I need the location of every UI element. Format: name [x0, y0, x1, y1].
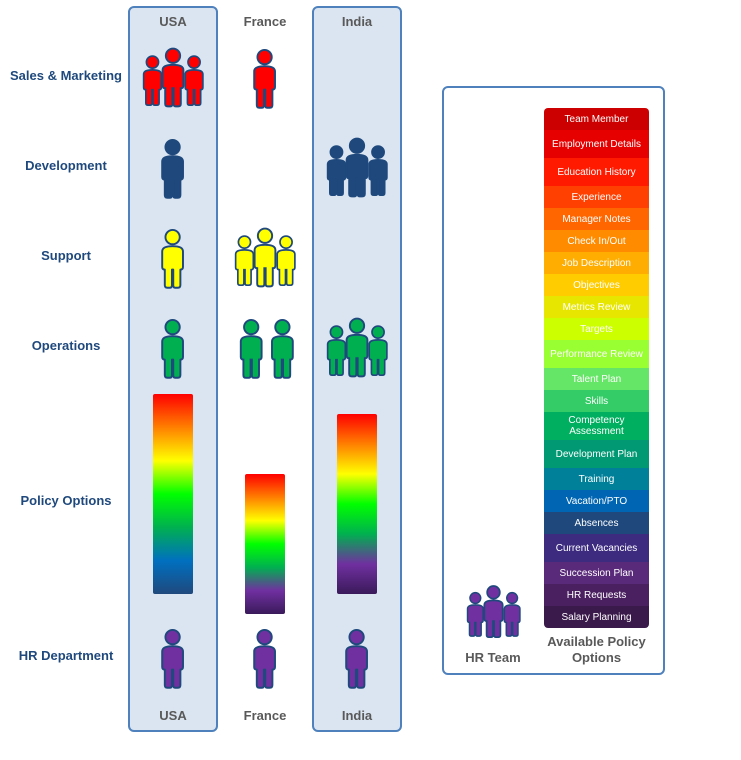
diagram-container: Sales & MarketingDevelopmentSupportOpera… [6, 6, 735, 732]
country-grid: Sales & MarketingDevelopmentSupportOpera… [6, 6, 402, 732]
country-columns: USA USAFrance [128, 6, 402, 732]
country-header: France [224, 10, 306, 34]
legend-panel: HR Team Team MemberEmployment DetailsEdu… [442, 86, 665, 675]
policy-option-item: Employment Details [544, 130, 649, 158]
policy-option-item: Development Plan [544, 440, 649, 468]
grid-cell [316, 124, 398, 214]
policy-gradient-bar [245, 474, 285, 614]
row-label: HR Department [6, 610, 126, 700]
policy-option-item: Manager Notes [544, 208, 649, 230]
row-label: Operations [6, 300, 126, 390]
person-icon [341, 628, 372, 690]
person-icon [318, 314, 396, 384]
person-icon [318, 134, 396, 204]
country-header: India [316, 10, 398, 34]
grid-cell [224, 214, 306, 304]
person-icon [233, 318, 298, 380]
grid-cell [224, 124, 306, 214]
policy-option-item: Metrics Review [544, 296, 649, 318]
policy-option-item: Competency Assessment [544, 412, 649, 440]
policy-option-item: Performance Review [544, 340, 649, 368]
policy-option-item: Job Description [544, 252, 649, 274]
policy-option-item: Team Member [544, 108, 649, 130]
policy-option-item: Training [544, 468, 649, 490]
grid-cell [316, 34, 398, 124]
policy-option-item: Check In/Out [544, 230, 649, 252]
policy-gradient-bar [153, 394, 193, 594]
policy-option-item: Vacation/PTO [544, 490, 649, 512]
row-label: Development [6, 120, 126, 210]
row-label: Sales & Marketing [6, 30, 126, 120]
grid-cell [316, 214, 398, 304]
country-column-usa: USA USA [128, 6, 218, 732]
grid-cell [132, 614, 214, 704]
country-column-india: India India [312, 6, 402, 732]
hr-team-people-icon [459, 582, 528, 644]
country-footer: France [224, 704, 306, 728]
row-label-column: Sales & MarketingDevelopmentSupportOpera… [6, 6, 126, 732]
grid-cell [316, 304, 398, 394]
policy-option-item: Targets [544, 318, 649, 340]
policy-options-list: Team MemberEmployment DetailsEducation H… [544, 108, 649, 628]
grid-cell [132, 214, 214, 304]
grid-cell [132, 124, 214, 214]
grid-cell [224, 34, 306, 124]
grid-cell [316, 394, 398, 614]
person-icon [249, 628, 280, 690]
country-column-france: France France [220, 6, 310, 732]
policy-option-item: Current Vacancies [544, 534, 649, 562]
policy-option-item: Succession Plan [544, 562, 649, 584]
policy-option-item: Absences [544, 512, 649, 534]
grid-cell [132, 394, 214, 614]
policy-option-item: Skills [544, 390, 649, 412]
person-icon [157, 228, 188, 290]
grid-cell [224, 394, 306, 614]
person-icon [157, 318, 188, 380]
policy-options-label: Available Policy Options [544, 634, 649, 665]
grid-cell [316, 614, 398, 704]
policy-options-column: Team MemberEmployment DetailsEducation H… [544, 108, 649, 665]
grid-cell [224, 614, 306, 704]
grid-cell [132, 304, 214, 394]
policy-option-item: Experience [544, 186, 649, 208]
row-label: Policy Options [6, 390, 126, 610]
country-footer: USA [132, 704, 214, 728]
grid-cell [132, 34, 214, 124]
person-icon [134, 44, 212, 114]
policy-option-item: Education History [544, 158, 649, 186]
policy-option-item: Objectives [544, 274, 649, 296]
person-icon [226, 224, 304, 294]
grid-cell [224, 304, 306, 394]
policy-option-item: HR Requests [544, 584, 649, 606]
hr-team-label: HR Team [465, 650, 520, 666]
row-label: Support [6, 210, 126, 300]
person-icon [157, 138, 188, 200]
hr-team-column: HR Team [458, 108, 528, 665]
country-header: USA [132, 10, 214, 34]
policy-gradient-bar [337, 414, 377, 594]
person-icon [157, 628, 188, 690]
policy-option-item: Salary Planning [544, 606, 649, 628]
person-icon [249, 48, 280, 110]
policy-option-item: Talent Plan [544, 368, 649, 390]
country-footer: India [316, 704, 398, 728]
